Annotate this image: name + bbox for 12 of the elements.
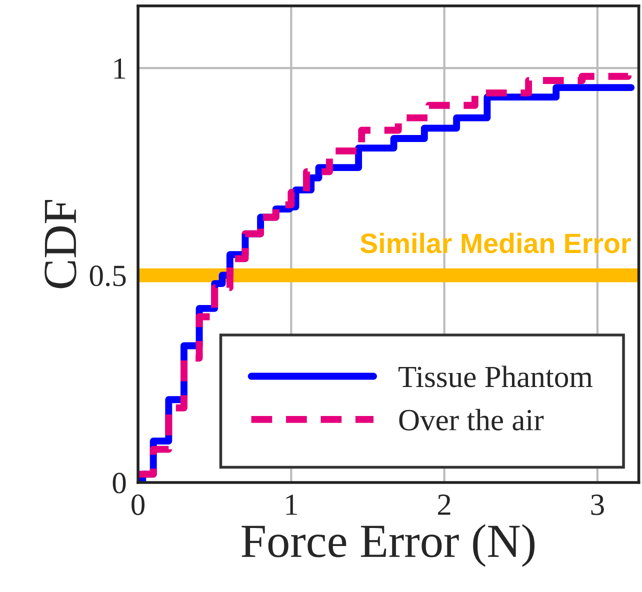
y-axis-title: CDF: [44, 200, 76, 288]
legend-label: Over the air: [399, 408, 544, 430]
ref-line-label: Similar Median Error: [360, 232, 631, 254]
x-tick-label: 3: [591, 494, 604, 516]
legend-label: Tissue Phantom: [398, 366, 592, 388]
y-tick-label: 0: [112, 472, 126, 494]
x-tick-label: 1: [286, 494, 297, 515]
y-tick-label: 0.5: [90, 266, 126, 286]
x-tick-label: 2: [438, 494, 450, 515]
x-tick-label: 0: [132, 494, 145, 516]
x-axis-title: Force Error (N): [242, 524, 534, 567]
y-tick-label: 1: [114, 58, 126, 79]
